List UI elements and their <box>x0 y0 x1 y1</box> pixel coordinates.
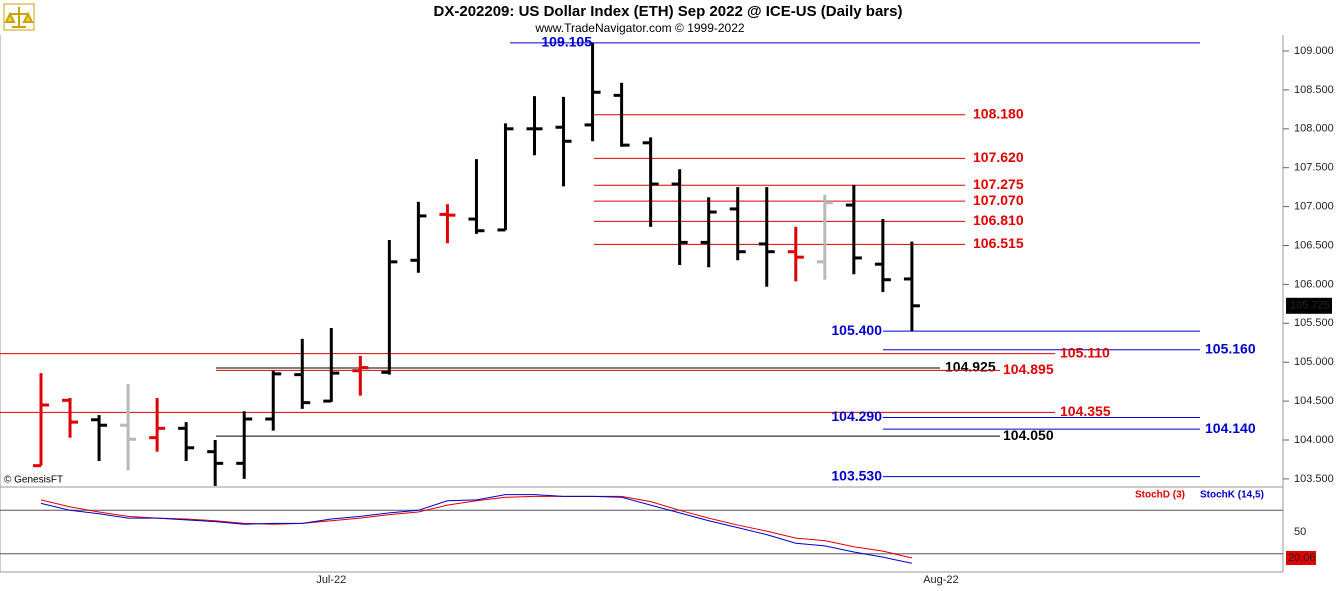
legend-label: StochD (3) <box>1135 490 1185 501</box>
level-label: 107.070 <box>973 192 1024 208</box>
level-label: 106.515 <box>973 235 1024 251</box>
level-label: 105.110 <box>1060 344 1110 360</box>
y-tick-label: 106.000 <box>1294 278 1334 290</box>
chart-title: DX-202209: US Dollar Index (ETH) Sep 202… <box>434 3 903 20</box>
level-label: 107.620 <box>973 149 1024 165</box>
stoch-line <box>40 495 913 559</box>
y-tick-label: 107.500 <box>1294 162 1334 174</box>
y-tick-label: 104.500 <box>1294 395 1334 407</box>
level-label: 104.355 <box>1060 403 1111 419</box>
level-label: 104.895 <box>1003 361 1054 377</box>
level-label: 105.160 <box>1205 340 1256 356</box>
level-label: 107.275 <box>973 176 1024 192</box>
last-value-box <box>1286 550 1316 565</box>
y-tick-label: 103.500 <box>1294 473 1334 485</box>
x-tick-label: Aug-22 <box>923 574 958 586</box>
chart-subtitle: www.TradeNavigator.com © 1999-2022 <box>534 21 744 35</box>
y-tick-label: 109.000 <box>1294 45 1334 57</box>
level-label: 104.290 <box>831 408 882 424</box>
y-tick-label: 105.000 <box>1294 356 1334 368</box>
y-tick-label: 106.500 <box>1294 239 1334 251</box>
level-label: 103.530 <box>831 467 882 483</box>
stoch-line <box>40 494 913 564</box>
y-tick-label: 107.000 <box>1294 201 1334 213</box>
level-label: 104.050 <box>1003 427 1054 443</box>
credit: © GenesisFT <box>4 475 63 486</box>
level-label: 109.105 <box>541 34 592 50</box>
legend-label: StochK (14,5) <box>1200 490 1264 501</box>
last-price-box <box>1286 297 1332 314</box>
y-tick-label: 108.500 <box>1294 84 1334 96</box>
y-tick-label: 108.000 <box>1294 123 1334 135</box>
logo <box>3 3 35 31</box>
last-value-label: 20.06 <box>1288 552 1316 564</box>
last-price-label: 105.725 <box>1290 300 1330 312</box>
level-label: 105.400 <box>831 322 882 338</box>
x-tick-label: Jul-22 <box>316 574 346 586</box>
level-label: 104.140 <box>1205 420 1256 436</box>
y-tick-label: 104.000 <box>1294 434 1334 446</box>
y-tick-label: 50 <box>1294 526 1306 538</box>
level-label: 106.810 <box>973 212 1024 228</box>
level-label: 108.180 <box>973 105 1024 121</box>
y-tick-label: 105.500 <box>1294 317 1334 329</box>
level-label: 104.925 <box>945 359 996 375</box>
